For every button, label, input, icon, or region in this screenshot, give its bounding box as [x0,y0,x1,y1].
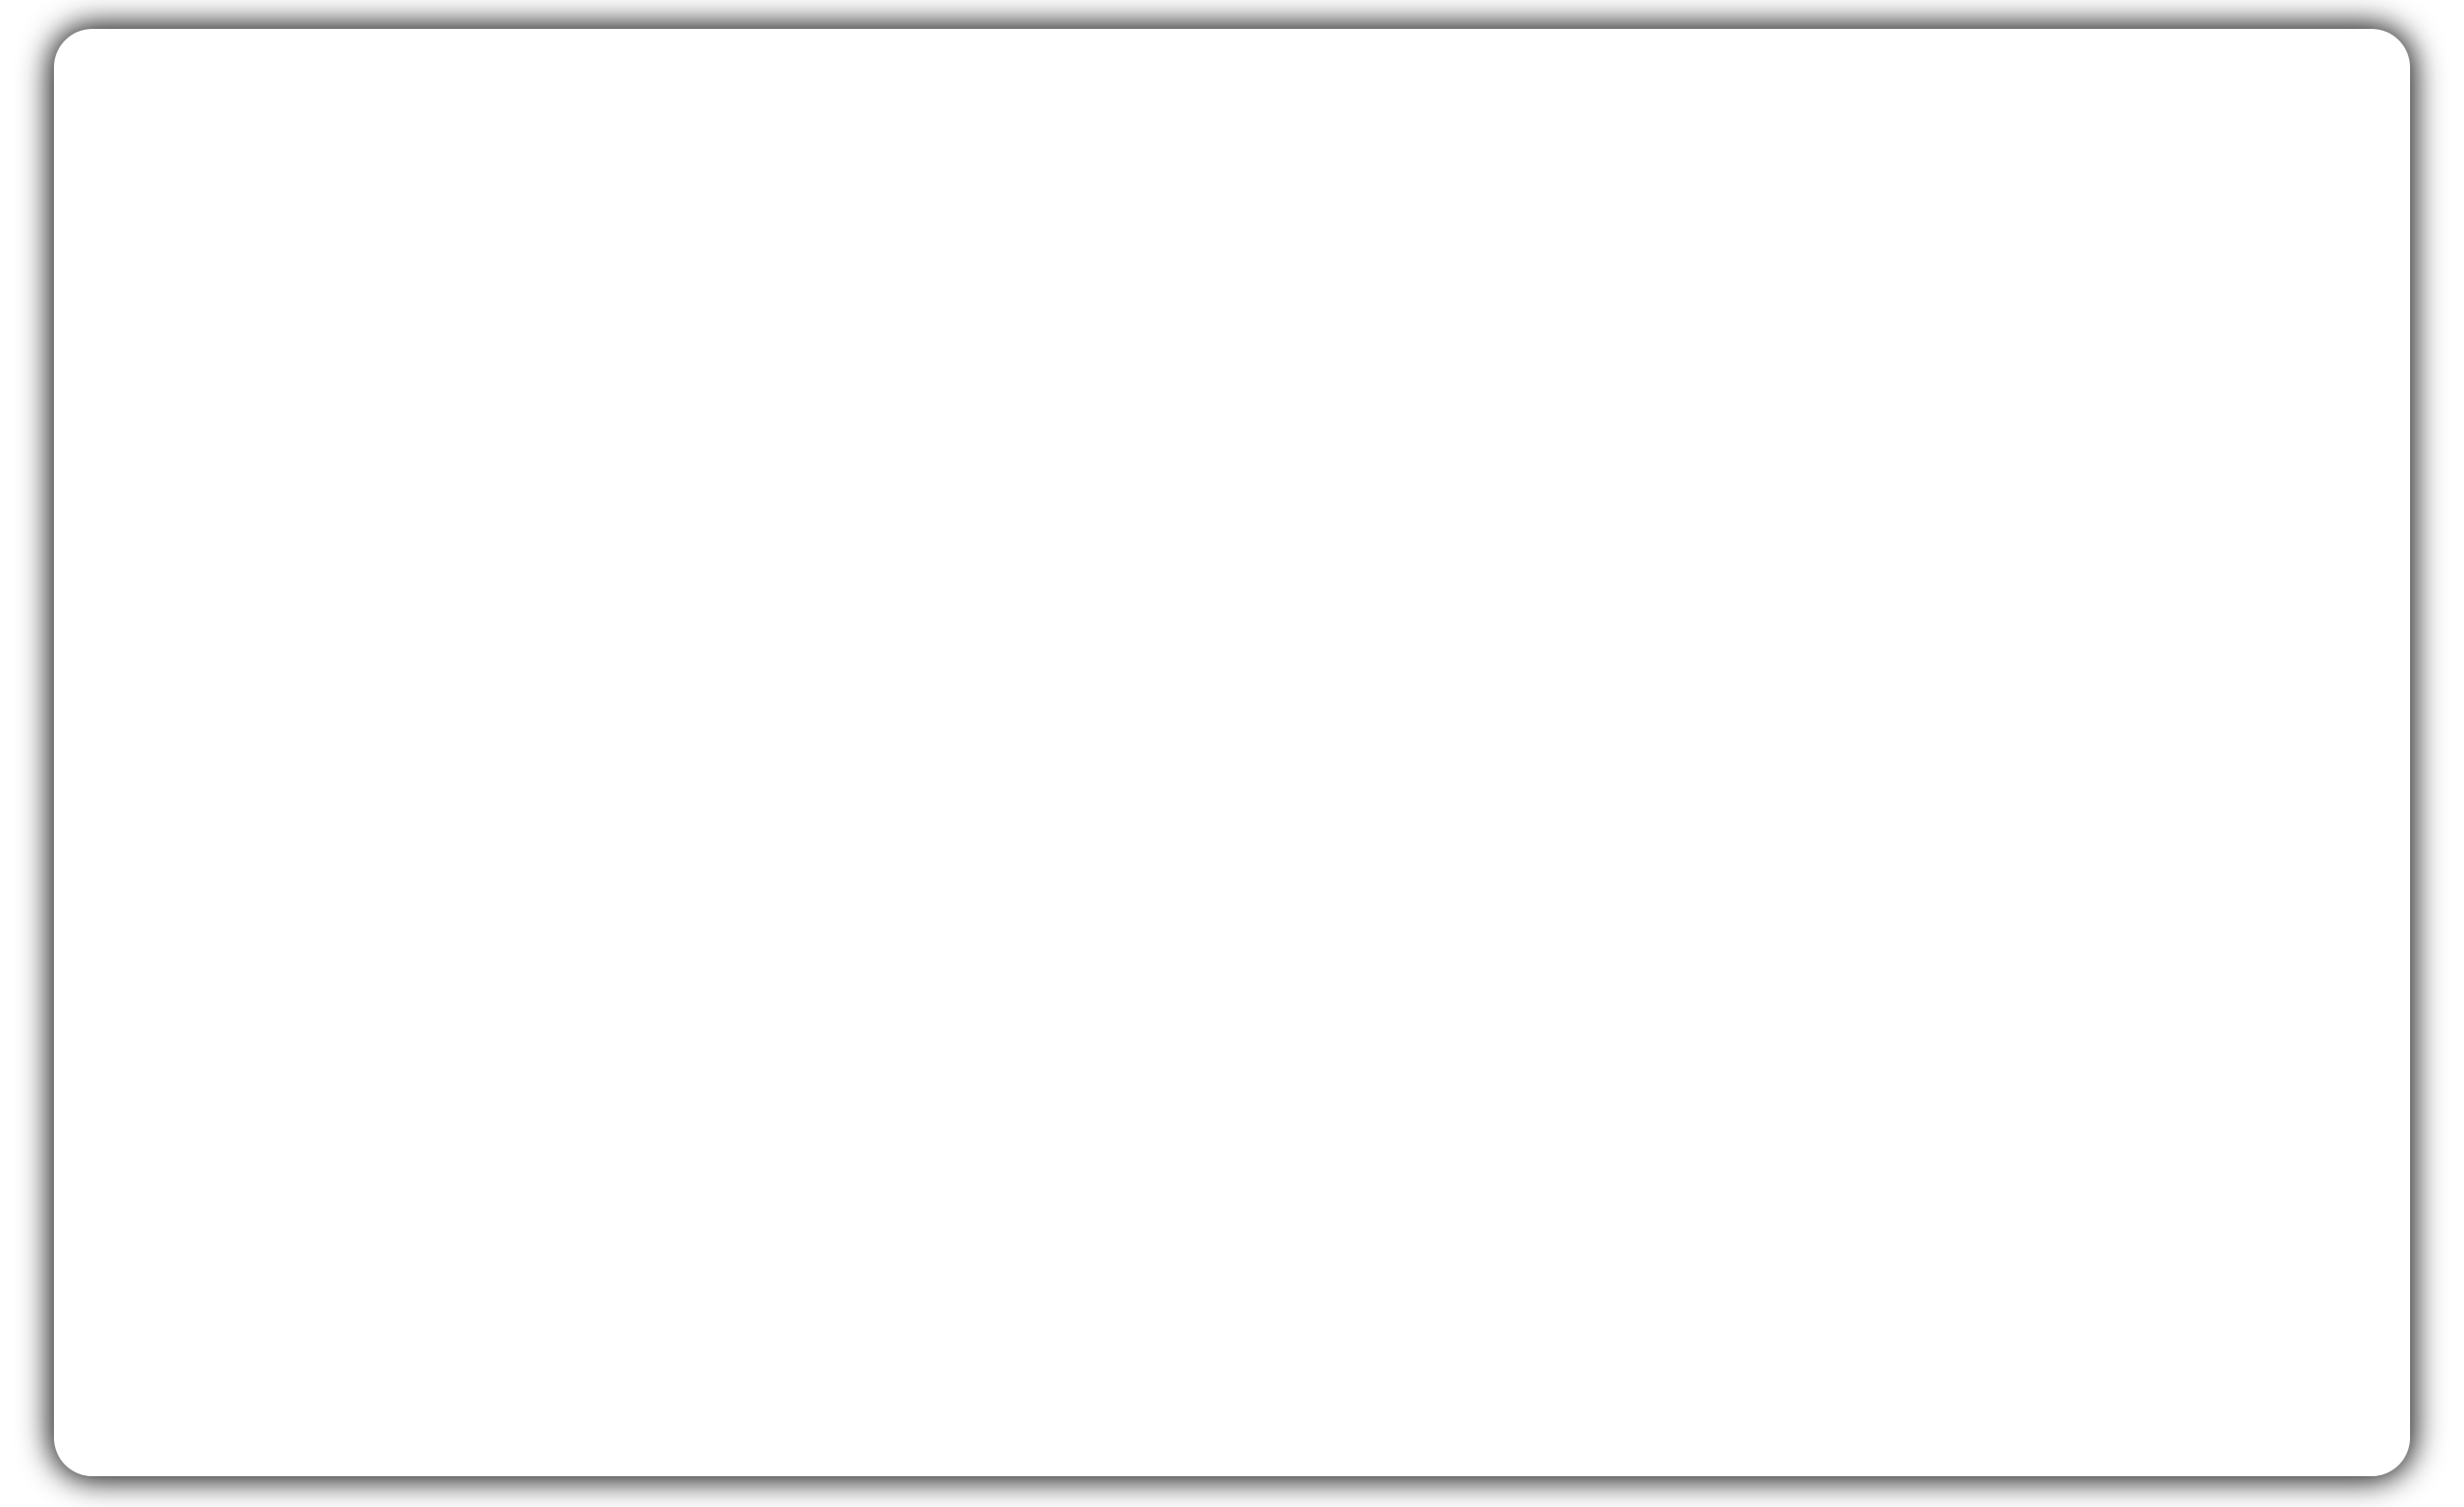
matrix-grid [54,29,2410,1476]
workstation-matrix-card [54,29,2410,1476]
